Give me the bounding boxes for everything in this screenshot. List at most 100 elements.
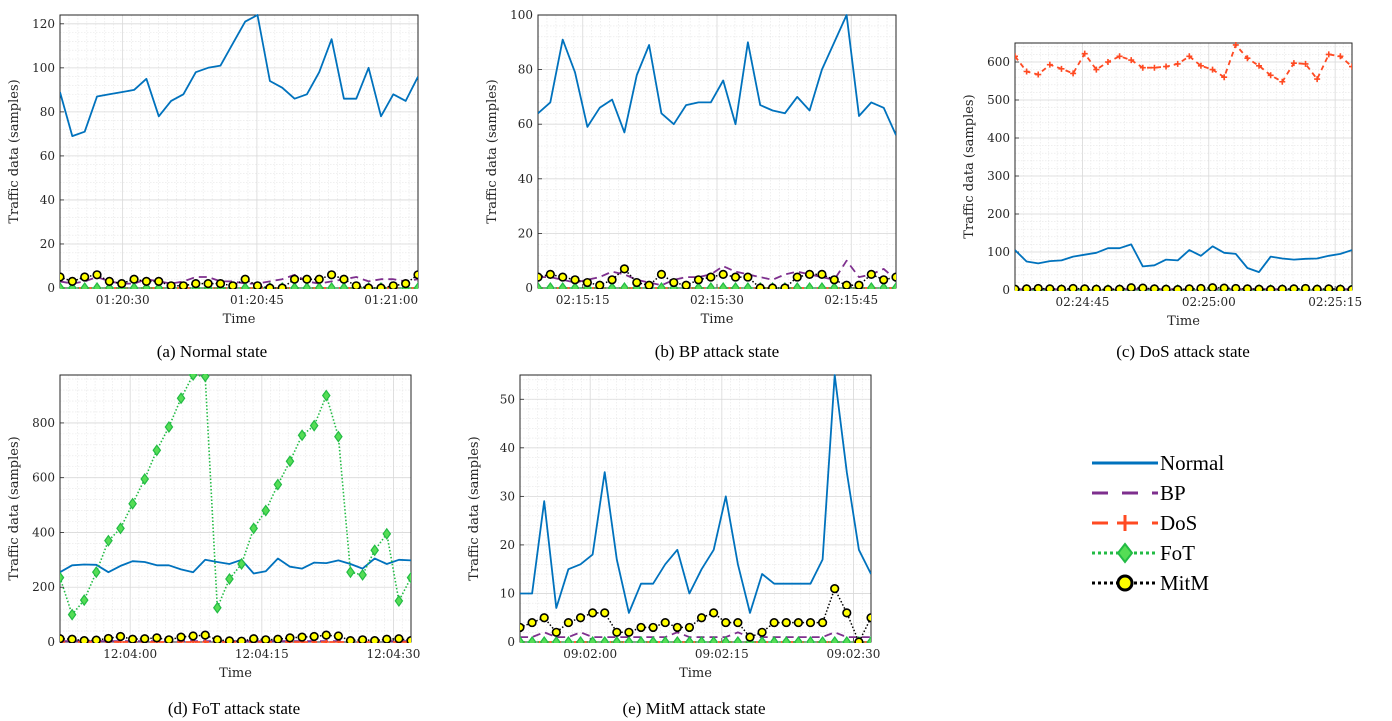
x-tick-label: 02:15:15	[556, 293, 610, 307]
point-mitm	[376, 283, 386, 289]
point-fot	[92, 281, 102, 289]
point-dos	[1174, 60, 1181, 67]
point-mitm	[804, 269, 815, 279]
point-mitm	[1219, 283, 1229, 291]
point-fot	[588, 635, 597, 643]
point-fot	[309, 419, 319, 432]
point-fot	[829, 281, 839, 289]
y-tick-label: 100	[987, 245, 1010, 259]
point-mitm	[1289, 284, 1299, 291]
point-mitm	[321, 630, 331, 640]
point-dos	[1337, 53, 1344, 60]
point-fot	[200, 374, 210, 383]
point-fot	[116, 522, 125, 535]
point-fot	[176, 392, 186, 405]
point-dos	[1209, 66, 1216, 73]
point-fot	[538, 281, 543, 289]
point-fot	[527, 635, 537, 643]
x-axis-label: Time	[701, 312, 734, 327]
point-fot	[879, 281, 888, 289]
x-axis-label: Time	[219, 666, 252, 681]
point-dos	[1104, 59, 1111, 65]
point-mitm	[767, 283, 778, 289]
point-fot	[718, 281, 728, 289]
point-mitm	[1335, 284, 1345, 291]
point-mitm	[406, 636, 411, 643]
point-dos	[1116, 53, 1123, 60]
x-tick-label: 02:15:30	[690, 293, 744, 307]
point-fot	[225, 572, 234, 586]
point-mitm	[103, 633, 114, 643]
point-mitm	[289, 274, 300, 284]
point-dos	[1186, 53, 1193, 60]
panel-caption: (e) MitM attack state	[622, 699, 765, 718]
point-fot	[91, 566, 101, 579]
point-mitm	[632, 277, 642, 288]
point-mitm	[1196, 283, 1206, 291]
legend-entry-dos: DoS	[1092, 511, 1197, 535]
point-mitm	[1266, 285, 1276, 291]
point-fot	[188, 374, 198, 382]
point-fot	[321, 389, 331, 402]
x-axis-label: Time	[1167, 314, 1200, 329]
x-tick-label: 02:25:00	[1182, 295, 1236, 309]
point-mitm	[1138, 283, 1148, 291]
point-mitm	[684, 622, 695, 633]
point-mitm	[879, 275, 889, 285]
chart-panel-2: 0 100 200 300 400 500 600 02:24:45 02:25:00 02:25…	[962, 42, 1362, 361]
point-mitm	[891, 272, 896, 282]
point-fot	[576, 635, 585, 643]
point-dos	[1139, 64, 1146, 71]
point-fot	[657, 281, 666, 289]
point-mitm	[781, 617, 791, 628]
point-mitm	[805, 617, 816, 628]
point-fot	[60, 571, 65, 584]
point-mitm	[854, 637, 864, 643]
y-tick-label: 60	[518, 117, 533, 131]
point-mitm	[830, 583, 840, 594]
series-line-dos	[1015, 44, 1352, 83]
point-mitm	[538, 272, 543, 282]
point-mitm	[345, 636, 356, 643]
point-mitm	[866, 613, 871, 623]
point-fot	[794, 635, 803, 643]
point-dos	[1325, 51, 1332, 58]
point-mitm	[115, 631, 126, 642]
x-tick-label: 01:20:30	[96, 293, 150, 307]
point-fot	[636, 635, 646, 643]
point-mitm	[545, 269, 555, 279]
point-fot	[757, 635, 767, 643]
point-dos	[1023, 68, 1030, 75]
point-mitm	[656, 269, 667, 279]
point-fot	[297, 429, 307, 442]
point-fot	[370, 544, 380, 557]
point-mitm	[364, 283, 374, 289]
point-mitm	[394, 634, 404, 643]
point-fot	[140, 473, 150, 486]
y-axis-label: Traffic data (samples)	[467, 436, 482, 580]
point-mitm	[152, 633, 162, 643]
point-fot	[612, 635, 622, 643]
point-mitm	[792, 272, 802, 282]
point-mitm	[575, 613, 586, 623]
point-mitm	[1080, 284, 1090, 291]
point-mitm	[351, 281, 361, 289]
point-mitm	[539, 613, 549, 623]
point-mitm	[520, 622, 525, 633]
point-dos	[1015, 53, 1018, 60]
point-mitm	[413, 270, 418, 280]
point-mitm	[240, 274, 250, 284]
point-mitm	[669, 277, 679, 288]
point-mitm	[817, 269, 827, 279]
point-fot	[648, 635, 658, 643]
point-mitm	[67, 634, 77, 643]
point-mitm	[326, 270, 337, 280]
y-tick-label: 20	[500, 538, 515, 552]
point-mitm	[236, 636, 247, 643]
y-tick-label: 800	[32, 416, 55, 430]
point-fot	[213, 601, 222, 614]
point-mitm	[67, 276, 77, 286]
point-mitm	[1033, 283, 1043, 291]
y-tick-label: 600	[987, 55, 1010, 69]
point-fot	[818, 635, 827, 643]
